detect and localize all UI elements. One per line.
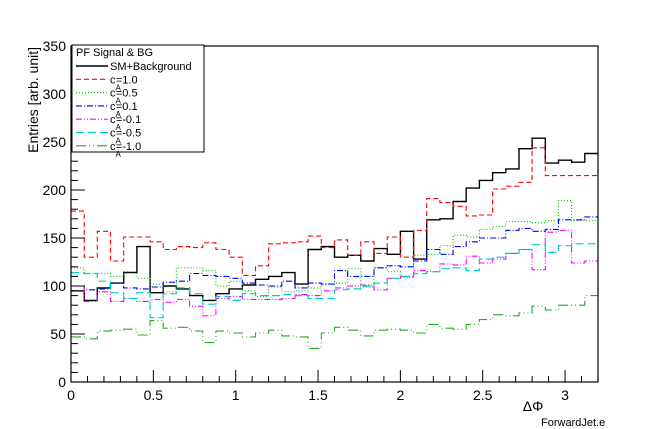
x-tick-label: 0: [67, 387, 75, 403]
legend-label: cA=0.5: [110, 88, 138, 106]
x-axis-title: ΔΦ: [523, 398, 544, 414]
y-tick-label: 350: [43, 38, 67, 54]
y-tick-label: 150: [43, 230, 67, 246]
legend-label: cA=-0.5: [110, 128, 141, 146]
x-tick-label: 2: [396, 387, 404, 403]
y-tick-label: 300: [43, 86, 67, 102]
y-tick-label: 200: [43, 182, 67, 198]
series-layer: [71, 137, 598, 349]
legend-label: cA=-1.0: [110, 141, 141, 159]
y-tick-label: 50: [50, 326, 66, 342]
x-tick-label: 1: [232, 387, 240, 403]
axis-layer: 0 0.5 1 1.5 2 2.5 3 0 50 100 150 200 250 300 350: [43, 38, 599, 403]
legend-box: [71, 44, 205, 153]
x-tick-label: 3: [561, 387, 569, 403]
legend-label: SM+Background: [110, 61, 192, 73]
legend-label: cA=-0.1: [110, 114, 141, 132]
x-tick-label: 1.5: [308, 387, 328, 403]
y-tick-label: 0: [58, 374, 66, 390]
legend-title: PF Signal & BG: [76, 47, 153, 59]
legend-label: cA=1.0: [110, 74, 138, 92]
series-line-1: [71, 137, 598, 302]
series-line-6: [71, 243, 598, 319]
corner-note: ForwardJet.e: [541, 417, 605, 429]
legend: PF Signal & BG SM+BackgroundcA=1.0cA=0.5…: [71, 44, 205, 159]
series-line-4: [71, 216, 598, 291]
legend-label: cA=0.1: [110, 101, 138, 119]
y-tick-label: 100: [43, 278, 67, 294]
x-tick-label: 2.5: [473, 387, 493, 403]
y-axis-title: Entries [arb. unit]: [25, 47, 41, 153]
series-line-2: [71, 147, 598, 276]
y-tick-label: 250: [43, 134, 67, 150]
x-tick-label: 0.5: [144, 387, 164, 403]
